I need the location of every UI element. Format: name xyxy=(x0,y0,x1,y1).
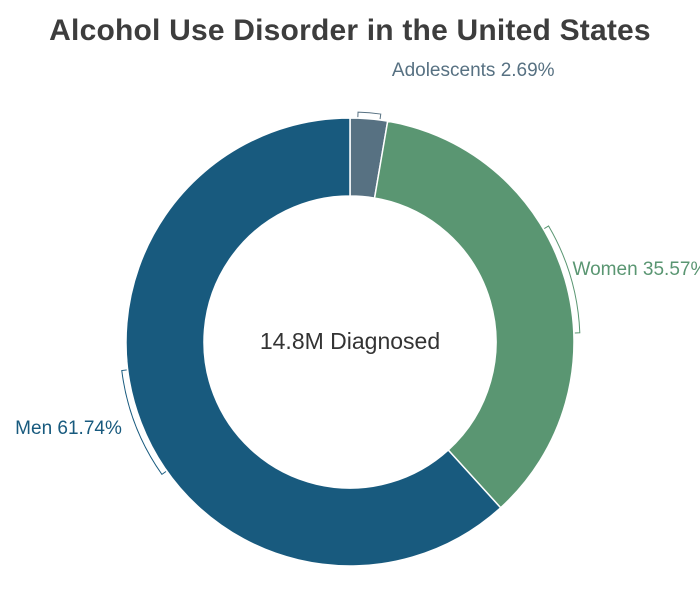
slice-labels: Adolescents 2.69% Women 35.57% Men 61.74% xyxy=(15,60,700,439)
label-women: Women 35.57% xyxy=(573,259,700,280)
label-men: Men 61.74% xyxy=(15,418,122,439)
slice-men xyxy=(125,117,502,567)
donut-slices xyxy=(125,117,575,567)
chart-title: Alcohol Use Disorder in the United State… xyxy=(49,14,651,47)
slice-women xyxy=(373,120,575,509)
center-label: 14.8M Diagnosed xyxy=(260,328,440,354)
label-adolescents: Adolescents 2.69% xyxy=(392,60,555,81)
leader-adolescents xyxy=(357,111,382,120)
